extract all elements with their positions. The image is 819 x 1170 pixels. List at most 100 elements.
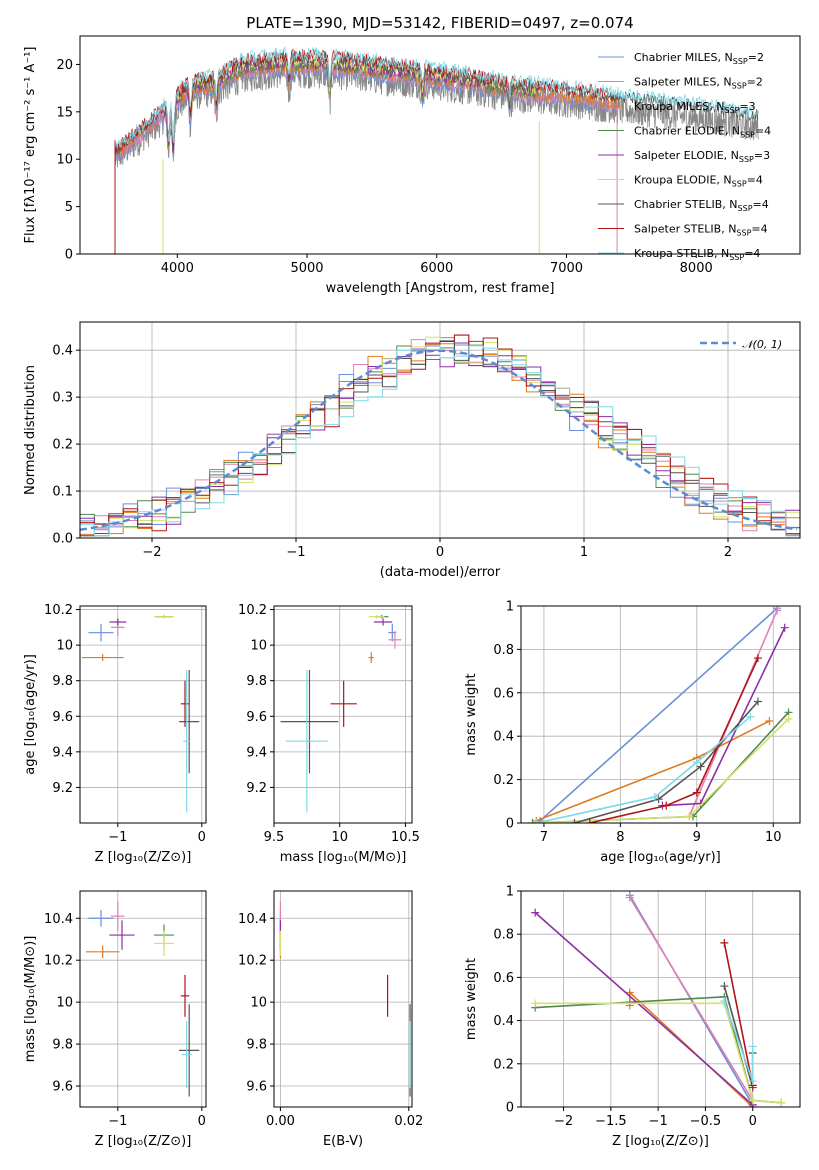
x-tick-label: 0 [198,830,206,845]
data-point [692,758,701,767]
series-line [723,942,754,1086]
series-line [723,985,754,1088]
mass-vs-ebv-panel: 0.00 0.02 9.6 9.8 10 10.2 10.4 E(B-V) [238,890,423,1149]
legend-entry: Chabrier MILES, NSSP=2 [634,51,764,66]
point-kroupa-elodie [153,930,175,957]
y-tick-label: 0 [65,248,73,263]
y-tick-label: 9.6 [52,710,73,725]
y-tick-label: 0.2 [493,773,514,788]
data-point [585,819,594,823]
x-axis-label: mass [log₁₀(M/M⊙)] [280,850,407,865]
age-vs-Z-panel: −1 0 9.2 9.4 9.6 9.8 10 10.2 Z [log₁₀(Z/Z⊙)] age … [23,603,207,865]
y-tick-label: 10.2 [44,954,73,969]
x-tick-label: 10 [765,830,782,845]
x-axis-label: Z [log₁₀(Z/Z⊙)] [612,1134,709,1149]
y-tick-label: 0 [506,817,514,832]
y-tick-label: 9.4 [52,745,73,760]
y-tick-label: 9.2 [52,781,73,796]
y-tick-label: 0.2 [52,438,73,453]
y-tick-label: 10.2 [238,603,267,618]
y-tick-label: 0.2 [493,1057,514,1072]
weight-vs-age-plot-area [528,606,793,823]
data-point [532,819,541,823]
axes-frame [520,605,801,824]
x-axis-label: Z [log₁₀(Z/Z⊙)] [95,850,192,865]
residuals-plot-area [80,334,800,537]
residuals-panel: 𝒩(0, 1) −2 −1 0 1 2 0.0 0.1 0.2 0.3 0.4 (data-model… [23,321,801,580]
x-tick-label: 0 [749,1114,757,1129]
x-tick-label: 0.02 [394,1114,423,1129]
x-tick-label: 9 [693,830,701,845]
y-tick-label: 15 [56,105,73,120]
y-tick-label: 1 [506,600,514,615]
x-tick-label: 0 [436,545,444,560]
legend-entry: Chabrier STELIB, NSSP=4 [634,198,769,213]
age-vs-Z-plot-area [81,614,200,813]
x-tick-label: 9.5 [264,830,285,845]
legend-entry: Salpeter ELODIE, NSSP=3 [634,149,770,164]
data-point [748,1096,757,1105]
y-axis-label: mass weight [464,673,479,755]
data-point [696,762,705,771]
point-kroupa-stelib [183,670,191,813]
x-tick-label: −1 [108,1114,127,1129]
y-tick-label: 0 [506,1101,514,1116]
y-axis-label: mass [log₁₀(M/M⊙)] [23,936,38,1063]
legend-entry: 𝒩(0, 1) [742,338,782,351]
data-point [531,999,540,1008]
axes-frame [273,890,413,1108]
x-tick-label: 0.00 [266,1114,295,1129]
x-tick-label: 8 [616,830,624,845]
x-tick-label: −1 [286,545,305,560]
legend-entry: Salpeter MILES, NSSP=2 [634,76,763,91]
x-tick-label: 0 [198,1114,206,1129]
series-salpeter-elodie [531,908,757,1107]
data-point [720,997,729,1006]
x-tick-label: 10 [331,830,348,845]
x-tick-label: 7 [540,830,548,845]
y-tick-label: 9.8 [52,1038,73,1053]
point-chabrier-stelib [179,670,200,774]
y-tick-label: 0.8 [493,643,514,658]
mass-vs-ebv-plot-area [279,901,411,1097]
age-vs-mass-plot-area [280,614,402,813]
series-kroupa-elodie [531,999,786,1107]
x-tick-label: 7000 [550,261,583,276]
legend-entry: Chabrier ELODIE, NSSP=4 [634,125,771,140]
data-point [531,908,540,917]
legend-entry: Kroupa ELODIE, NSSP=4 [634,174,763,189]
x-tick-label: −1 [108,830,127,845]
x-tick-label: 10.5 [391,830,420,845]
y-tick-label: 0.4 [493,730,514,745]
axes-frame [520,890,801,1108]
weight-vs-Z-panel: −2 −1.5 −1 −0.5 0 0 0.2 0.4 0.6 0.8 1 Z [log₁₀(Z/Z⊙… [464,885,801,1149]
x-tick-label: 8000 [680,261,713,276]
spectrum-line-kroupa-stelib [114,46,759,149]
axes-frame [79,890,207,1108]
y-tick-label: 10 [56,639,73,654]
y-tick-label: 10.2 [238,954,267,969]
y-tick-label: 0.6 [493,686,514,701]
series-line [589,657,759,823]
point-chabrier-miles [88,909,114,927]
data-point [662,801,671,810]
legend-entry: Kroupa MILES, NSSP=3 [634,100,756,115]
series-kroupa-stelib [532,712,755,823]
x-axis-label: E(B-V) [323,1134,363,1149]
data-point [720,982,729,991]
y-tick-label: 10 [56,153,73,168]
y-tick-label: 9.8 [246,674,267,689]
point-chabrier-miles [88,623,114,642]
y-tick-label: 20 [56,58,73,73]
series-line [534,912,754,1106]
axes-frame [273,605,413,824]
point-salpeter-stelib [330,680,357,727]
axes-frame [79,35,801,255]
point-salpeter-elodie [109,618,127,626]
y-tick-label: 9.2 [246,781,267,796]
y-tick-label: 10 [56,996,73,1011]
data-point [748,1077,757,1086]
y-tick-label: 10 [250,996,267,1011]
y-tick-label: 0.8 [493,928,514,943]
figure-title: PLATE=1390, MJD=53142, FIBERID=0497, z=0… [246,14,633,32]
